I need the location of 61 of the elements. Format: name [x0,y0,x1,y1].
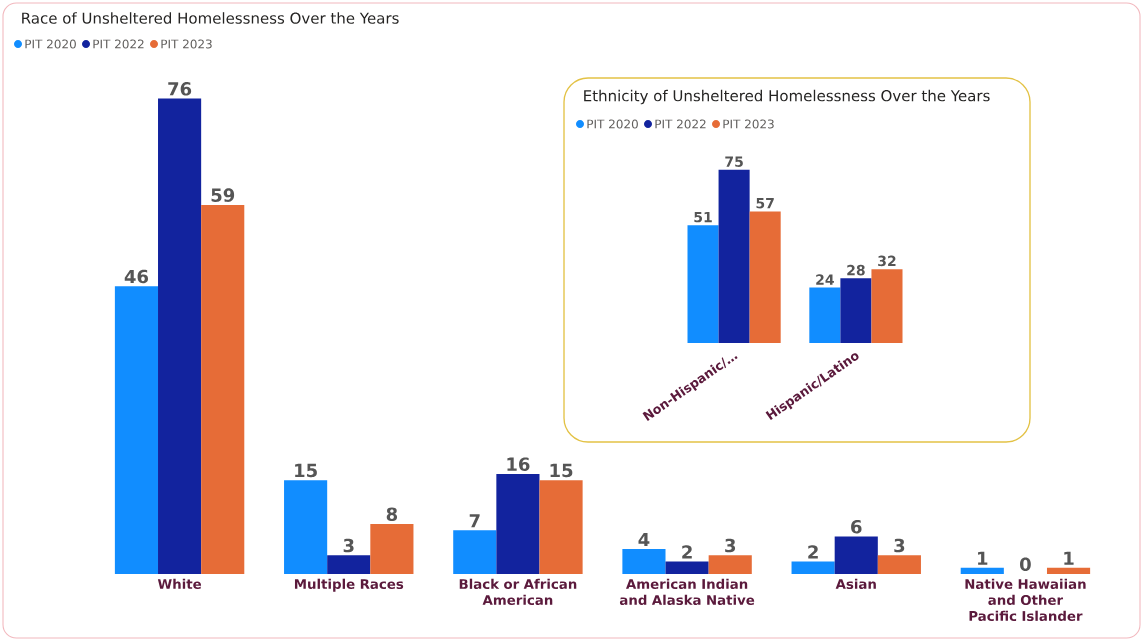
data-label: 24 [816,274,834,285]
bar [622,548,666,575]
bar [687,225,719,344]
data-label: 51 [694,211,712,223]
bar [665,561,709,575]
bar [871,269,903,344]
legend-label: PIT 2020 [25,39,76,49]
data-label: 16 [507,457,530,471]
data-label: 32 [878,255,896,267]
legend-label: PIT 2020 [587,119,638,129]
x-tick-label: Black or African American [459,578,577,606]
data-label: 3 [894,538,905,553]
legend-label: PIT 2022 [93,39,144,49]
bar [496,473,540,575]
legend-label: PIT 2022 [655,119,706,129]
x-tick-label: Native Hawaiian and Other Pacific Islander [965,578,1086,622]
bar [877,555,921,575]
legend-label: PIT 2023 [723,119,774,129]
bar [284,480,328,575]
data-label: 57 [756,198,774,209]
bar [114,286,159,575]
bar [749,211,781,344]
x-tick-label: Multiple Races [294,578,404,592]
data-label: 3 [725,538,736,553]
bar [201,204,245,575]
data-label: 2 [682,545,692,559]
bar [539,480,583,575]
bar [708,555,752,575]
bar [809,287,841,344]
chart-title: Ethnicity of Unsheltered Homelessness Over the Years [584,89,990,105]
data-label: 8 [386,507,398,522]
data-label: 6 [851,519,862,534]
bar [327,555,371,575]
bar [834,536,878,575]
data-label: 2 [808,545,818,559]
data-label: 3 [343,538,354,553]
x-tick-label: White [157,578,202,590]
data-label: 59 [211,188,235,202]
data-label: 76 [168,82,192,96]
bar [453,530,497,575]
data-label: 1 [978,551,988,565]
bar [960,567,1004,575]
chart-title: Race of Unsheltered Homelessness Over the Years [22,12,399,24]
bar [791,561,835,575]
bar [158,98,202,575]
data-label: 75 [725,156,743,167]
x-tick-label: American Indian and Alaska Native [619,578,755,606]
x-tick-label: Asian [835,578,876,590]
data-label: 15 [550,463,573,478]
data-label: 28 [847,264,865,276]
data-label: 0 [1020,557,1031,572]
data-label: 4 [638,532,650,547]
data-label: 15 [295,463,317,478]
bar [1046,567,1091,575]
bar [840,278,872,344]
data-label: 7 [469,514,480,528]
legend-label: PIT 2023 [161,39,212,49]
bar [718,169,750,344]
data-label: 1 [1064,551,1074,565]
data-label: 46 [124,269,149,284]
bar [370,523,414,575]
